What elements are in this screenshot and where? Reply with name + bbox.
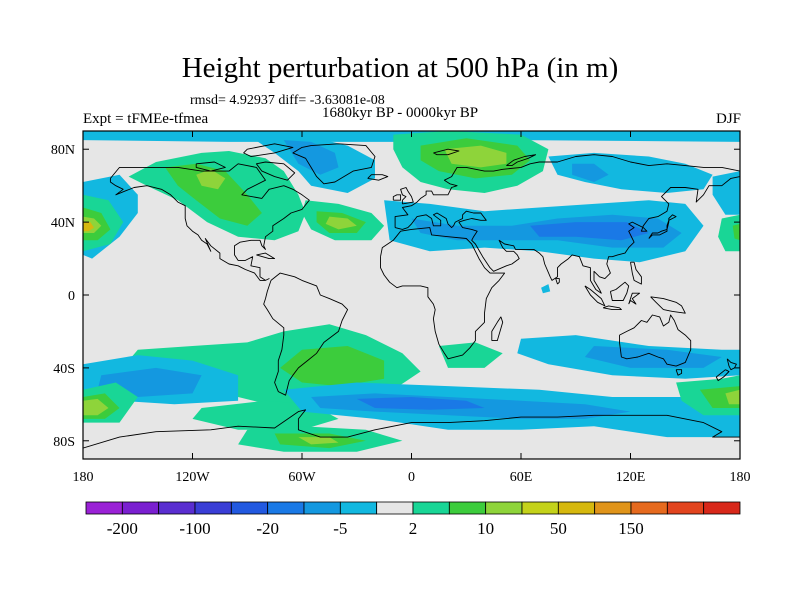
colorbar-swatch xyxy=(85,501,123,515)
coast-java xyxy=(602,305,622,311)
map-body xyxy=(83,131,740,459)
x-tick-label: 180 xyxy=(730,470,751,485)
colorbar-swatch xyxy=(194,501,232,515)
stats-line: rmsd= 4.92937 diff= -3.63081e-08 xyxy=(190,93,385,108)
colorbar-label: -20 xyxy=(256,519,279,538)
coast-nz-south xyxy=(715,369,730,382)
colorbar-swatch xyxy=(230,501,269,515)
coast-philippines xyxy=(630,261,642,285)
coastlines xyxy=(83,143,740,449)
field-siberia-cyan xyxy=(548,152,713,193)
coast-uk xyxy=(400,187,414,205)
y-tick-label: 40S xyxy=(53,362,75,377)
field-tasman-yellow xyxy=(725,389,740,405)
colorbar-label: 10 xyxy=(477,519,494,538)
y-tick-label: 80N xyxy=(51,143,75,158)
colorbar-swatch xyxy=(339,501,378,515)
x-tick-label: 0 xyxy=(408,470,415,485)
field-io-blue xyxy=(584,346,722,368)
coast-sulawesi xyxy=(628,292,641,305)
x-tick-label: 60E xyxy=(510,470,533,485)
period-label: 1680kyr BP - 0000kyr BP xyxy=(322,105,479,121)
coast-iceland xyxy=(367,174,389,181)
field-eur-yellow xyxy=(444,145,507,168)
colorbar-swatch xyxy=(594,501,632,515)
coast-tasmania xyxy=(675,369,683,376)
field-pac-orange xyxy=(83,222,94,232)
colorbar-label: -100 xyxy=(179,519,210,538)
colorbar-label: 2 xyxy=(409,519,418,538)
colorbar-label: -5 xyxy=(333,519,347,538)
colorbar-swatch xyxy=(557,501,596,515)
field-asia-darkblue xyxy=(530,222,649,241)
map-axes: 180 120W 60W 0 60E 120E 180 80N 40N 0 40S 80S xyxy=(51,131,751,485)
field-sam-green xyxy=(280,346,385,387)
colorbar-swatch xyxy=(630,501,668,515)
coast-new-guinea xyxy=(650,296,686,314)
colorbar-swatch xyxy=(376,501,414,515)
coast-eurasia xyxy=(394,154,740,294)
x-tick-label: 180 xyxy=(73,470,94,485)
field-dateline-green xyxy=(732,223,740,241)
coast-novaya-zemlya xyxy=(506,154,537,167)
coast-japan xyxy=(648,214,677,239)
x-tick-label: 120E xyxy=(616,470,646,485)
x-tick-label: 60W xyxy=(288,470,316,485)
field-canarctic-blue xyxy=(283,140,339,175)
field-wpac-cyan xyxy=(712,171,740,215)
coast-borneo xyxy=(609,281,630,301)
field-siberia-blue xyxy=(572,163,609,182)
coast-baffin xyxy=(255,161,296,181)
colorbar-label: 50 xyxy=(550,519,567,538)
plot-title: Height perturbation at 500 hPa (in m) xyxy=(181,52,619,84)
coast-madagascar xyxy=(491,316,504,342)
coast-sri-lanka xyxy=(555,278,560,285)
anomaly-field xyxy=(83,131,740,452)
coast-ireland xyxy=(392,194,402,201)
coast-victoria-island xyxy=(195,161,226,172)
y-tick-label: 40N xyxy=(51,216,75,231)
colorbar-swatch xyxy=(485,501,523,515)
colorbar-label: -200 xyxy=(107,519,138,538)
x-tick-label: 120W xyxy=(175,470,210,485)
field-na-yellow xyxy=(196,169,226,190)
coast-svalbard xyxy=(433,148,460,156)
coast-north-america xyxy=(109,163,310,281)
field-safr-teal xyxy=(438,342,503,368)
colorbar-swatch xyxy=(703,501,741,515)
colorbar-swatch xyxy=(666,501,705,515)
field-dateline-teal xyxy=(718,214,740,252)
colorbar-swatch xyxy=(412,501,450,515)
experiment-label: Expt = tFMEe-tfmea xyxy=(83,111,209,127)
colorbar-swatch xyxy=(521,501,559,515)
coast-australia xyxy=(619,314,692,367)
colorbar-swatch xyxy=(121,501,160,515)
field-so-dark xyxy=(356,397,485,410)
coast-antarctica xyxy=(83,409,740,449)
field-antarctic-yellow xyxy=(298,437,339,445)
coast-south-america xyxy=(263,272,349,396)
field-spac-yellow xyxy=(83,398,109,416)
colorbar-swatch xyxy=(303,501,341,515)
y-tick-label: 80S xyxy=(53,435,75,450)
colorbar-swatch xyxy=(158,501,196,515)
colorbar: -200 -100 -20 -5 2 10 50 150 xyxy=(85,501,741,538)
season-label: DJF xyxy=(715,111,741,127)
coast-sumatra xyxy=(584,285,606,307)
colorbar-swatch xyxy=(448,501,487,515)
coast-caribbean-cuba xyxy=(256,252,276,260)
field-natl-yellow xyxy=(325,216,357,230)
field-na-green xyxy=(165,163,262,226)
coast-ellesmere xyxy=(243,143,294,157)
colorbar-swatch xyxy=(267,501,305,515)
colorbar-label: 150 xyxy=(618,519,644,538)
field-india-cyan xyxy=(541,284,551,294)
y-tick-label: 0 xyxy=(68,289,75,304)
coast-greenland xyxy=(292,143,376,185)
coast-africa xyxy=(380,227,506,360)
